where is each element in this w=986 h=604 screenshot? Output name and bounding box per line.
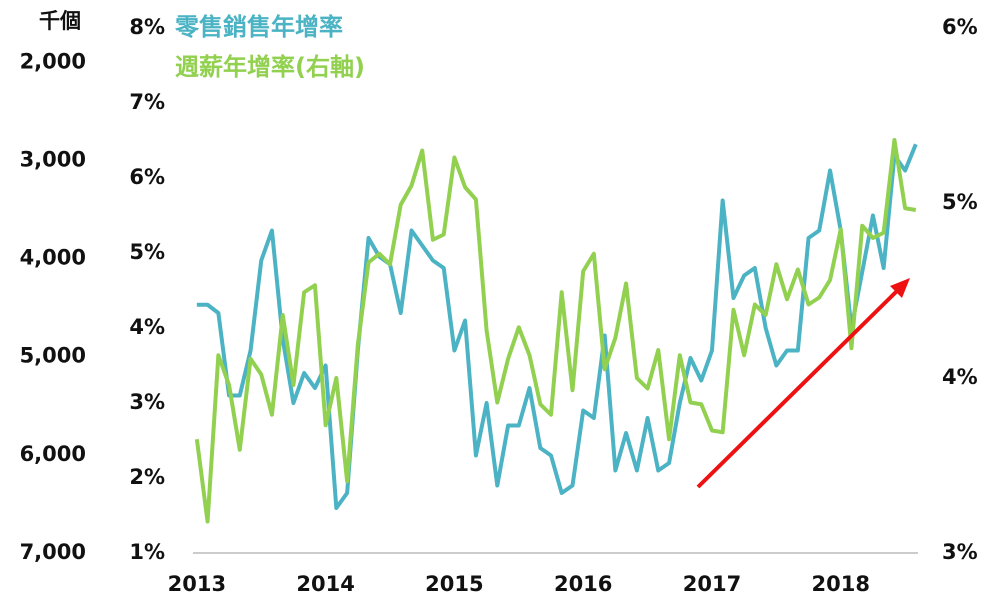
y-tick-label: 4% [129,315,165,339]
trend-arrow-head [890,278,910,298]
x-tick-label: 2016 [554,572,612,596]
y3-tick-label: 2,000 [20,49,86,73]
x-tick-label: 2013 [168,572,226,596]
y-tick-label: 7% [129,90,165,114]
series-line [196,143,918,510]
series-line [194,138,917,524]
y3-tick-label: 3,000 [20,147,86,171]
trend-arrow [696,288,900,489]
x-tick-label: 2014 [296,572,354,596]
legend-entry: 週薪年增率(右軸) [175,53,365,81]
x-tick-label: 2015 [425,572,483,596]
y3-axis-title: 千個 [39,9,81,33]
y-tick-label: 8% [129,15,165,39]
y2-tick-label: 5% [942,190,978,214]
y-tick-label: 1% [129,540,165,564]
y3-tick-label: 7,000 [20,540,86,564]
y-tick-label: 5% [129,240,165,264]
y3-tick-label: 6,000 [20,442,86,466]
y2-tick-label: 6% [942,15,978,39]
y-tick-label: 6% [129,165,165,189]
y3-tick-label: 4,000 [20,246,86,270]
y2-tick-label: 4% [942,365,978,389]
x-tick-label: 2018 [812,572,870,596]
y-tick-label: 2% [129,465,165,489]
x-tick-label: 2017 [683,572,741,596]
y2-tick-label: 3% [942,540,978,564]
y3-tick-label: 5,000 [20,344,86,368]
legend-entry: 零售銷售年增率 [174,13,343,41]
y-tick-label: 3% [129,390,165,414]
